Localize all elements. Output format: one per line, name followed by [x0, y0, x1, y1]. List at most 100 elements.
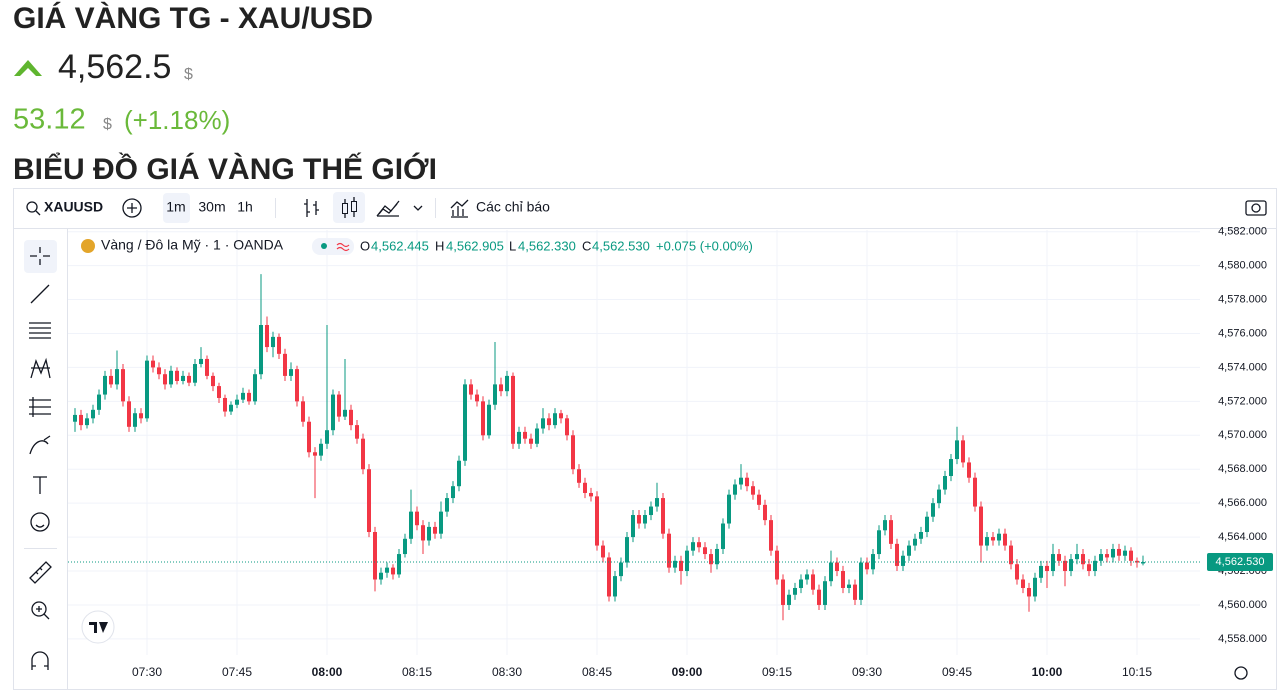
- candle-body: [463, 384, 467, 461]
- tv-logo-mark: [89, 622, 108, 633]
- candle-body: [457, 460, 461, 487]
- candle-body: [523, 431, 527, 439]
- candle-body: [1105, 554, 1109, 558]
- crosshair-tool[interactable]: [30, 247, 50, 265]
- candle-body: [943, 476, 947, 490]
- candle-body: [1141, 562, 1145, 564]
- text-tool[interactable]: [33, 476, 47, 494]
- projection-tool[interactable]: [29, 397, 51, 417]
- ohlc-letter: L: [509, 238, 516, 253]
- candle-body: [265, 325, 269, 348]
- candle-body: [1063, 560, 1067, 572]
- candle-body: [379, 572, 383, 580]
- emoji-tool[interactable]: [30, 512, 50, 532]
- candle-body: [487, 404, 491, 436]
- candle-body: [589, 492, 593, 497]
- candle-body: [907, 545, 911, 556]
- change-pct: (+1.18%): [124, 105, 230, 135]
- candle-body: [937, 489, 941, 504]
- candle-body: [649, 506, 653, 516]
- magnet-tool[interactable]: [31, 651, 49, 670]
- interval[interactable]: 1h: [237, 199, 253, 215]
- candle-body: [283, 353, 287, 376]
- screenshot-button[interactable]: [1245, 200, 1267, 216]
- ruler-tool[interactable]: [29, 561, 52, 584]
- candle-body: [529, 438, 533, 444]
- candle-body: [103, 375, 107, 395]
- page-title: GIÁ VÀNG TG - XAU/USD: [13, 1, 373, 35]
- zoom-tool[interactable]: [31, 601, 47, 617]
- candle-body: [667, 533, 671, 568]
- candle-body: [79, 414, 83, 426]
- candle-body: [841, 571, 845, 588]
- bars-icon[interactable]: [304, 199, 319, 217]
- candle-body: [217, 386, 221, 398]
- candle-body: [763, 504, 767, 521]
- candle-body: [493, 384, 497, 405]
- status-pill: [312, 238, 354, 255]
- candle-body: [547, 418, 551, 426]
- y-tick-label: 4,568.000: [1218, 463, 1267, 475]
- candle-body: [967, 462, 971, 478]
- interval[interactable]: 30m: [198, 199, 225, 215]
- candle-body: [325, 430, 329, 444]
- candle-body: [247, 392, 251, 402]
- tv-logo[interactable]: [81, 610, 115, 644]
- candle-body: [121, 369, 125, 402]
- y-tick-label: 4,560.000: [1218, 599, 1267, 611]
- fib-tool[interactable]: [29, 322, 51, 339]
- candle-body: [559, 413, 563, 419]
- settings-button[interactable]: [1234, 666, 1248, 680]
- trend-line-tool[interactable]: [30, 284, 50, 304]
- candle-body: [193, 364, 197, 383]
- candle-body: [385, 567, 389, 573]
- chart-type-icon[interactable]: [376, 200, 400, 217]
- candle-body: [277, 336, 281, 354]
- last-price-tag: [1207, 553, 1273, 572]
- candle-body: [187, 375, 191, 383]
- candle-body: [853, 584, 857, 600]
- x-tick-label: 09:15: [762, 665, 792, 679]
- candle-body: [151, 360, 155, 368]
- candle-body: [601, 545, 605, 558]
- candle-body: [1033, 577, 1037, 597]
- candle-body: [109, 375, 113, 385]
- search-icon[interactable]: [26, 201, 38, 213]
- x-tick-label: 09:00: [672, 665, 703, 679]
- indicators[interactable]: Các chỉ báo: [476, 199, 550, 215]
- candle-body: [1051, 554, 1055, 572]
- candle-body: [697, 542, 701, 548]
- candle-body: [271, 336, 275, 348]
- candle-body: [883, 520, 887, 531]
- compare-button[interactable]: [122, 198, 142, 218]
- symbol[interactable]: XAUUSD: [44, 199, 103, 215]
- candle-body: [1057, 554, 1061, 561]
- candle-body: [499, 384, 503, 392]
- candle-body: [1129, 550, 1133, 561]
- candle-body: [1003, 533, 1007, 546]
- candle-icon: [351, 201, 357, 212]
- pattern-tool[interactable]: [30, 357, 51, 379]
- camera-lens: [1251, 203, 1261, 213]
- candle-body: [505, 375, 509, 392]
- ohlc-letter: O: [360, 238, 370, 253]
- x-tick-label: 09:30: [852, 665, 882, 679]
- candle-body: [643, 515, 647, 524]
- candle-body: [1081, 554, 1085, 565]
- candle-body: [799, 579, 803, 588]
- interval[interactable]: 1m: [166, 199, 185, 215]
- axes: 4,558.0004,560.0004,562.0004,564.0004,56…: [68, 226, 1273, 679]
- indicators-icon[interactable]: [450, 199, 469, 218]
- candle-body: [925, 516, 929, 532]
- candle-body: [241, 392, 245, 400]
- ohlc-value: 4,562.330: [518, 238, 576, 253]
- candle-body: [337, 394, 341, 417]
- candle-body: [367, 469, 371, 532]
- brush-tool[interactable]: [29, 435, 51, 455]
- x-tick-label: 08:00: [312, 665, 343, 679]
- ohlc-change: +0.075 (+0.00%): [656, 238, 753, 253]
- candle-body: [577, 469, 581, 483]
- dropdown-icon[interactable]: [413, 205, 423, 211]
- candle-icon[interactable]: [342, 203, 348, 214]
